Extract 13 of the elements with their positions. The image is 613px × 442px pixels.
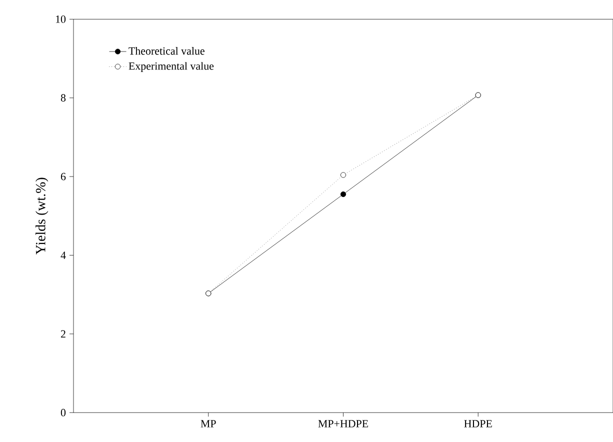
y-tick-label: 6 xyxy=(60,172,66,180)
x-tick-label: MP xyxy=(200,420,216,428)
legend-label: Theoretical value xyxy=(128,46,204,55)
y-tick-label: 10 xyxy=(56,16,66,23)
y-tick-label: 0 xyxy=(60,408,66,416)
y-axis-title: Yields (wt.%) xyxy=(36,178,48,254)
x-tick-label: HDPE xyxy=(464,420,492,428)
x-tick-label: MP+HDPE xyxy=(318,420,368,428)
y-tick-label: 4 xyxy=(60,252,66,259)
point xyxy=(340,191,346,198)
legend-label: Experimental value xyxy=(128,62,214,72)
y-tick-label: 2 xyxy=(60,330,66,338)
y-tick-label: 8 xyxy=(60,94,66,102)
